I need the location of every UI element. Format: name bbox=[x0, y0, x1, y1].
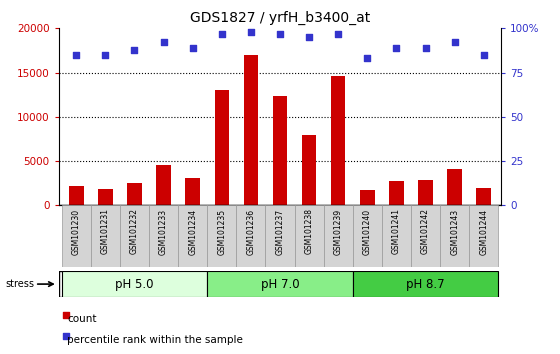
Text: GSM101236: GSM101236 bbox=[246, 209, 255, 255]
Point bbox=[334, 31, 343, 36]
Bar bbox=[273, 96, 287, 205]
Bar bbox=[236, 205, 265, 267]
Point bbox=[159, 40, 168, 45]
Bar bbox=[440, 205, 469, 267]
Bar bbox=[69, 186, 83, 205]
Text: percentile rank within the sample: percentile rank within the sample bbox=[67, 335, 243, 345]
Text: count: count bbox=[67, 314, 97, 324]
Text: GSM101243: GSM101243 bbox=[450, 209, 459, 255]
Point bbox=[305, 34, 314, 40]
Bar bbox=[469, 205, 498, 267]
Bar bbox=[477, 188, 491, 205]
Bar bbox=[265, 205, 295, 267]
Bar bbox=[418, 180, 433, 205]
Text: GSM101230: GSM101230 bbox=[72, 209, 81, 255]
Point bbox=[61, 333, 70, 339]
Point bbox=[246, 29, 255, 35]
Bar bbox=[295, 205, 324, 267]
Bar bbox=[447, 169, 462, 205]
Text: pH 7.0: pH 7.0 bbox=[261, 278, 299, 291]
Text: GSM101242: GSM101242 bbox=[421, 209, 430, 255]
Text: GSM101235: GSM101235 bbox=[217, 209, 226, 255]
Point bbox=[72, 52, 81, 58]
Bar bbox=[214, 90, 229, 205]
Text: GSM101239: GSM101239 bbox=[334, 209, 343, 255]
Text: GSM101240: GSM101240 bbox=[363, 209, 372, 255]
Text: GSM101234: GSM101234 bbox=[188, 209, 197, 255]
Bar bbox=[382, 205, 411, 267]
Bar bbox=[149, 205, 178, 267]
Text: stress: stress bbox=[6, 279, 35, 289]
Bar bbox=[156, 166, 171, 205]
Bar bbox=[360, 190, 375, 205]
Bar bbox=[62, 271, 207, 297]
Point bbox=[276, 31, 284, 36]
Bar bbox=[411, 205, 440, 267]
Bar bbox=[353, 205, 382, 267]
Text: GSM101233: GSM101233 bbox=[159, 209, 168, 255]
Bar bbox=[324, 205, 353, 267]
Bar bbox=[207, 205, 236, 267]
Bar bbox=[185, 178, 200, 205]
Bar bbox=[91, 205, 120, 267]
Text: GSM101232: GSM101232 bbox=[130, 209, 139, 255]
Text: pH 5.0: pH 5.0 bbox=[115, 278, 154, 291]
Bar bbox=[62, 205, 91, 267]
Bar bbox=[353, 271, 498, 297]
Point bbox=[363, 56, 372, 61]
Point bbox=[450, 40, 459, 45]
Bar bbox=[389, 181, 404, 205]
Point bbox=[421, 45, 430, 51]
Point bbox=[188, 45, 197, 51]
Bar bbox=[244, 55, 258, 205]
Text: GSM101237: GSM101237 bbox=[276, 209, 284, 255]
Point bbox=[217, 31, 226, 36]
Bar bbox=[120, 205, 149, 267]
Bar bbox=[178, 205, 207, 267]
Text: GSM101231: GSM101231 bbox=[101, 209, 110, 255]
Bar bbox=[127, 183, 142, 205]
Bar bbox=[98, 188, 113, 205]
Bar bbox=[331, 76, 346, 205]
Bar bbox=[207, 271, 353, 297]
Point bbox=[130, 47, 139, 52]
Text: pH 8.7: pH 8.7 bbox=[406, 278, 445, 291]
Point bbox=[392, 45, 401, 51]
Text: GDS1827 / yrfH_b3400_at: GDS1827 / yrfH_b3400_at bbox=[190, 11, 370, 25]
Bar bbox=[302, 135, 316, 205]
Point bbox=[101, 52, 110, 58]
Text: GSM101238: GSM101238 bbox=[305, 209, 314, 255]
Point bbox=[61, 312, 70, 318]
Text: GSM101244: GSM101244 bbox=[479, 209, 488, 255]
Text: GSM101241: GSM101241 bbox=[392, 209, 401, 255]
Point bbox=[479, 52, 488, 58]
